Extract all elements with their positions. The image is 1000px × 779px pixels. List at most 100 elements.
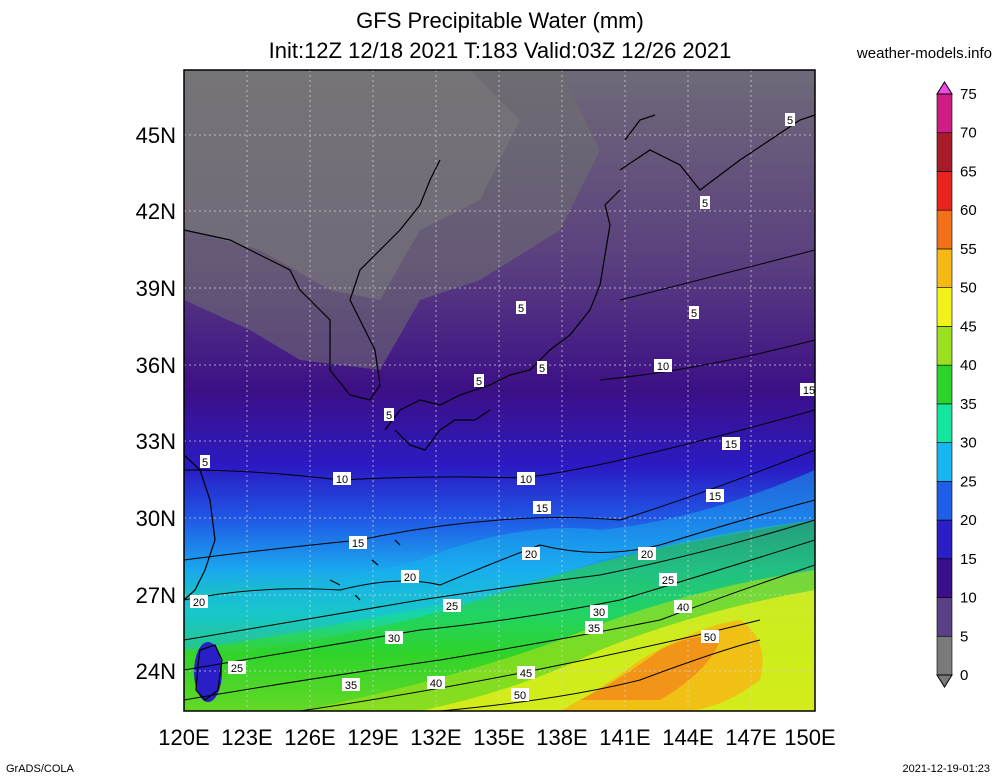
lat-label: 42N: [136, 199, 176, 224]
colorbar-swatch: [936, 132, 953, 172]
svg-text:40: 40: [677, 602, 689, 614]
contour-label: 15: [722, 437, 740, 451]
svg-text:5: 5: [539, 363, 545, 375]
lon-label: 132E: [410, 725, 461, 750]
svg-text:5: 5: [702, 198, 708, 210]
colorbar-label: 10: [960, 590, 977, 607]
footer-timestamp: 2021-12-19-01:23: [902, 763, 990, 775]
contour-label: 15: [800, 383, 818, 397]
colorbar-swatch: [936, 442, 953, 482]
lon-label: 138E: [536, 725, 587, 750]
colorbar-label: 5: [960, 628, 968, 645]
lat-label: 36N: [136, 353, 176, 378]
contour-label: 10: [654, 359, 672, 373]
contour-label: 15: [349, 536, 367, 550]
svg-text:50: 50: [514, 690, 526, 702]
colorbar-swatch: [936, 481, 953, 521]
graticule: [184, 70, 815, 711]
svg-text:20: 20: [404, 572, 416, 584]
contour-label: 15: [706, 489, 724, 503]
contour-label: 5: [384, 408, 394, 422]
svg-text:40: 40: [430, 678, 442, 690]
svg-text:30: 30: [388, 633, 400, 645]
colorbar-swatch: [936, 597, 953, 637]
contour-label: 50: [701, 630, 719, 644]
svg-text:30: 30: [593, 607, 605, 619]
contour-label: 35: [585, 621, 603, 635]
svg-text:15: 15: [352, 538, 364, 550]
colorbar-label: 75: [960, 86, 977, 103]
colorbar-max-arrow: [936, 81, 953, 95]
colorbar-label: 0: [960, 667, 968, 684]
svg-text:20: 20: [641, 549, 653, 561]
contour-label: 40: [427, 676, 445, 690]
lat-label: 39N: [136, 276, 176, 301]
contours: [184, 249, 815, 711]
lon-label: 135E: [473, 725, 524, 750]
colorbar-swatch: [936, 287, 953, 327]
contour-label: 5: [516, 301, 526, 315]
lat-label: 45N: [136, 123, 176, 148]
coastlines: [183, 114, 816, 701]
lat-label: 33N: [136, 429, 176, 454]
contour-label: 20: [190, 595, 208, 609]
lon-label: 150E: [784, 725, 835, 750]
svg-text:5: 5: [518, 303, 524, 315]
svg-text:25: 25: [662, 575, 674, 587]
colorbar-swatch: [936, 326, 953, 366]
svg-text:10: 10: [657, 361, 669, 373]
contour-label: 20: [401, 570, 419, 584]
contour-label: 5: [689, 306, 699, 320]
contour-label: 50: [511, 688, 529, 702]
svg-text:35: 35: [588, 623, 600, 635]
lon-axis: 120E 123E 126E 129E 132E 135E 138E 141E …: [158, 725, 835, 750]
svg-text:15: 15: [536, 503, 548, 515]
colorbar-label: 25: [960, 473, 977, 490]
colorbar-min-arrow: [936, 674, 953, 688]
svg-text:15: 15: [803, 385, 815, 397]
colorbar-label: 20: [960, 512, 977, 529]
colorbar-swatch: [936, 171, 953, 211]
colorbar-swatch: [936, 403, 953, 443]
contour-label: 5: [700, 196, 710, 210]
colorbar-label: 45: [960, 318, 977, 335]
colorbar-label: 50: [960, 280, 977, 297]
colorbar-swatch: [936, 519, 953, 560]
lat-label: 30N: [136, 506, 176, 531]
svg-text:10: 10: [336, 474, 348, 486]
contour-label: 10: [517, 472, 535, 486]
lat-label: 24N: [136, 659, 176, 684]
chart-title: GFS Precipitable Water (mm): [356, 8, 644, 33]
contour-labels: 5 5 5 5 5 5 5 5 10 10 10 15 15 15 15 15 …: [190, 113, 818, 702]
svg-text:20: 20: [193, 597, 205, 609]
lon-label: 129E: [347, 725, 398, 750]
colorbar-label: 40: [960, 357, 977, 374]
svg-text:5: 5: [386, 410, 392, 422]
chart-subtitle: Init:12Z 12/18 2021 T:183 Valid:03Z 12/2…: [268, 38, 732, 63]
contour-label: 20: [638, 547, 656, 561]
svg-text:25: 25: [446, 601, 458, 613]
footer-credit: GrADS/COLA: [6, 763, 74, 775]
contour-label: 30: [590, 605, 608, 619]
lat-axis: 24N 27N 30N 33N 36N 39N 42N 45N: [136, 123, 176, 684]
lat-label: 27N: [136, 583, 176, 608]
lon-label: 144E: [662, 725, 713, 750]
svg-text:50: 50: [704, 632, 716, 644]
svg-text:10: 10: [520, 474, 532, 486]
contour-label: 5: [537, 361, 547, 375]
lon-label: 120E: [158, 725, 209, 750]
svg-text:35: 35: [345, 680, 357, 692]
contour-label: 40: [674, 600, 692, 614]
contour-label: 35: [342, 678, 360, 692]
contour-label: 30: [385, 631, 403, 645]
contour-label: 45: [517, 666, 535, 680]
contour-label: 15: [533, 501, 551, 515]
colorbar-label: 65: [960, 163, 977, 180]
contour-label: 25: [659, 573, 677, 587]
svg-text:15: 15: [709, 491, 721, 503]
svg-text:5: 5: [476, 376, 482, 388]
colorbar-swatch: [936, 248, 953, 288]
contour-label: 5: [785, 113, 795, 127]
svg-text:25: 25: [231, 663, 243, 675]
contour-label: 20: [522, 547, 540, 561]
